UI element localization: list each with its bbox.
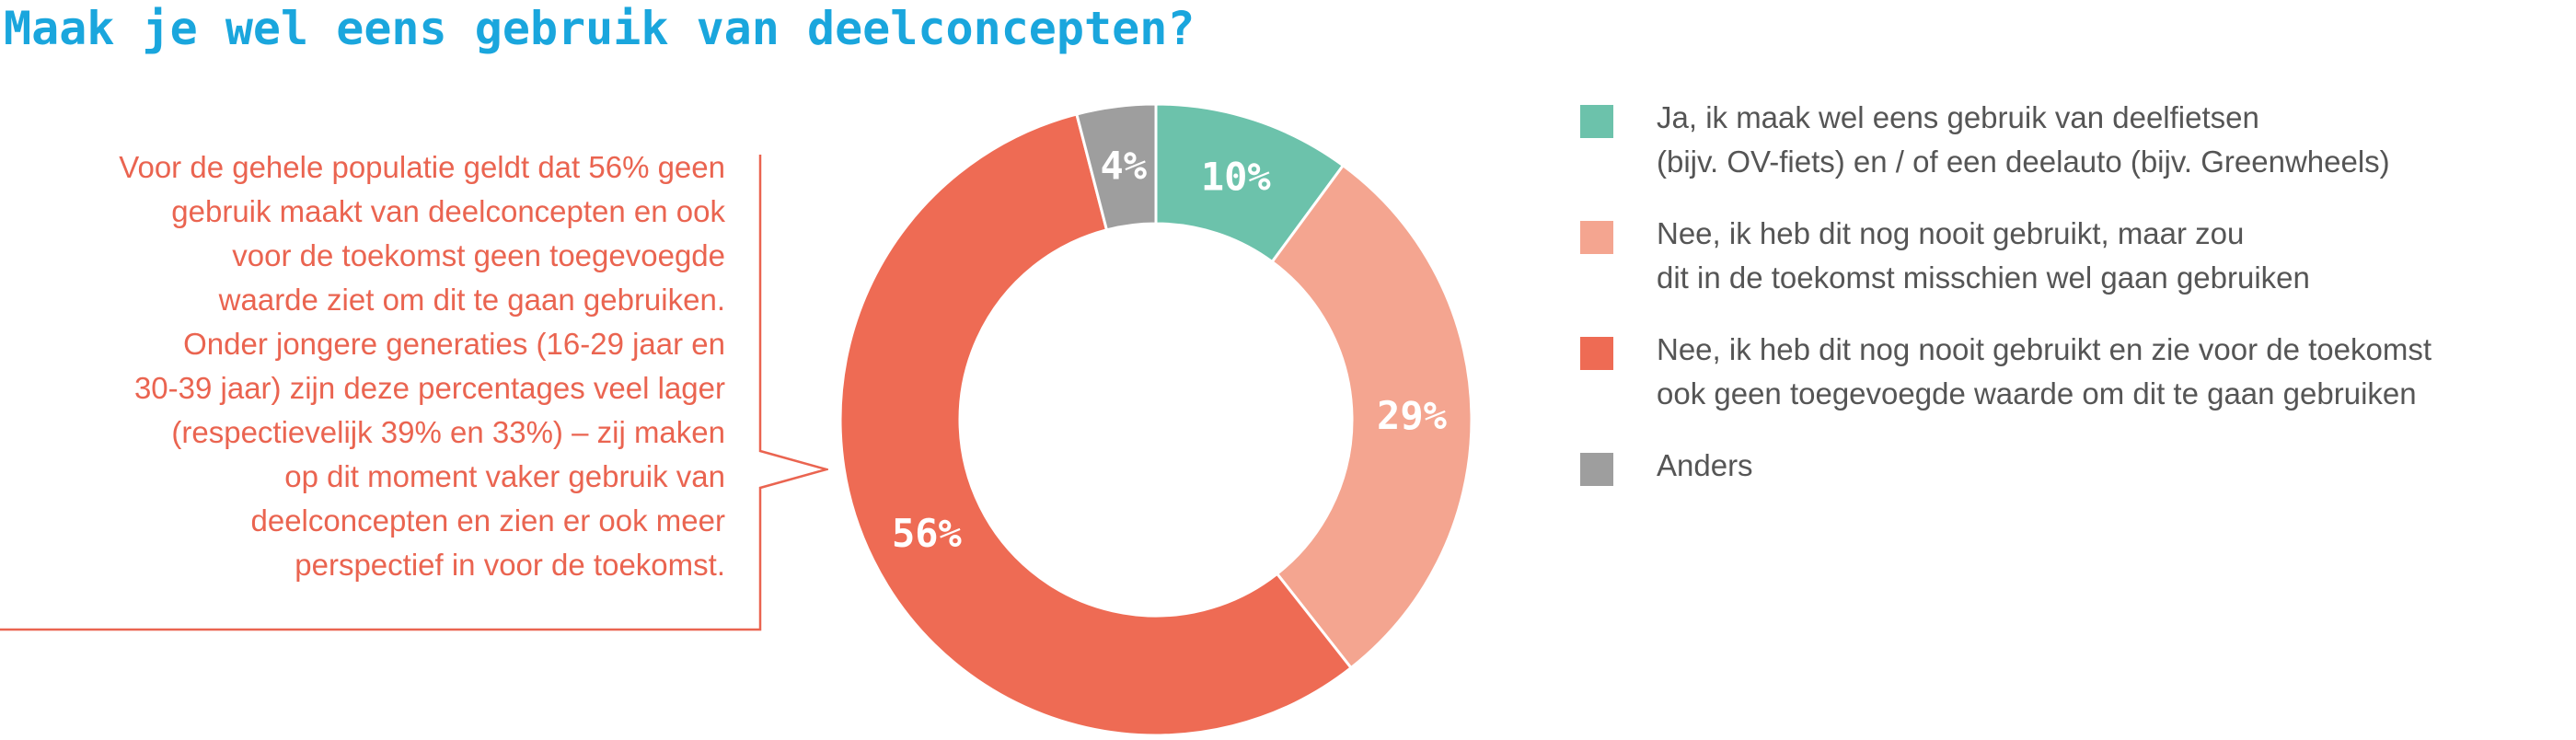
legend-swatch: [1580, 105, 1613, 138]
callout-line: op dit moment vaker gebruik van: [284, 459, 725, 493]
donut-slice-label-1: 29%: [1377, 393, 1447, 438]
callout-line: 30-39 jaar) zijn deze percentages veel l…: [133, 371, 725, 405]
donut-slice-label-2: 56%: [892, 511, 962, 556]
legend-line: Ja, ik maak wel eens gebruik van deelfie…: [1657, 100, 2259, 134]
legend-label: Ja, ik maak wel eens gebruik van deelfie…: [1657, 96, 2390, 184]
callout-text: Voor de gehele populatie geldt dat 56% g…: [0, 145, 725, 587]
legend-line: Nee, ik heb dit nog nooit gebruikt en zi…: [1657, 332, 2432, 366]
legend-label: Anders: [1657, 444, 1753, 488]
callout-line: deelconcepten en zien er ook meer: [250, 503, 726, 538]
legend-swatch: [1580, 221, 1613, 254]
donut-slice-2: [838, 112, 1354, 737]
callout-bracket: [0, 155, 828, 631]
legend-label: Nee, ik heb dit nog nooit gebruikt, maar…: [1657, 212, 2310, 300]
callout-line: perspectief in voor de toekomst.: [295, 548, 725, 582]
chart-title: Maak je wel eens gebruik van deelconcept…: [4, 2, 1196, 55]
callout-line: gebruik maakt van deelconcepten en ook: [171, 194, 725, 228]
donut-slice-label-0: 10%: [1201, 154, 1271, 199]
legend-swatch: [1580, 453, 1613, 486]
legend-label: Nee, ik heb dit nog nooit gebruikt en zi…: [1657, 328, 2432, 416]
legend-line: ook geen toegevoegde waarde om dit te ga…: [1657, 376, 2417, 410]
legend-line: (bijv. OV-fiets) en / of een deelauto (b…: [1657, 145, 2390, 179]
legend-line: dit in de toekomst misschien wel gaan ge…: [1657, 260, 2310, 295]
callout-line: (respectievelijk 39% en 33%) – zij maken: [171, 415, 725, 449]
donut-slice-1: [1270, 163, 1473, 670]
callout-line: Voor de gehele populatie geldt dat 56% g…: [119, 150, 725, 184]
callout-line: voor de toekomst geen toegevoegde: [232, 238, 725, 272]
donut-slice-label-3: 4%: [1101, 144, 1148, 189]
legend-line: Nee, ik heb dit nog nooit gebruikt, maar…: [1657, 216, 2245, 250]
legend-swatch: [1580, 337, 1613, 370]
callout-line: waarde ziet om dit te gaan gebruiken.: [218, 283, 725, 317]
legend-line: Anders: [1657, 448, 1753, 482]
callout-line: Onder jongere generaties (16-29 jaar en: [183, 327, 725, 361]
donut-slice-3: [1075, 102, 1158, 232]
